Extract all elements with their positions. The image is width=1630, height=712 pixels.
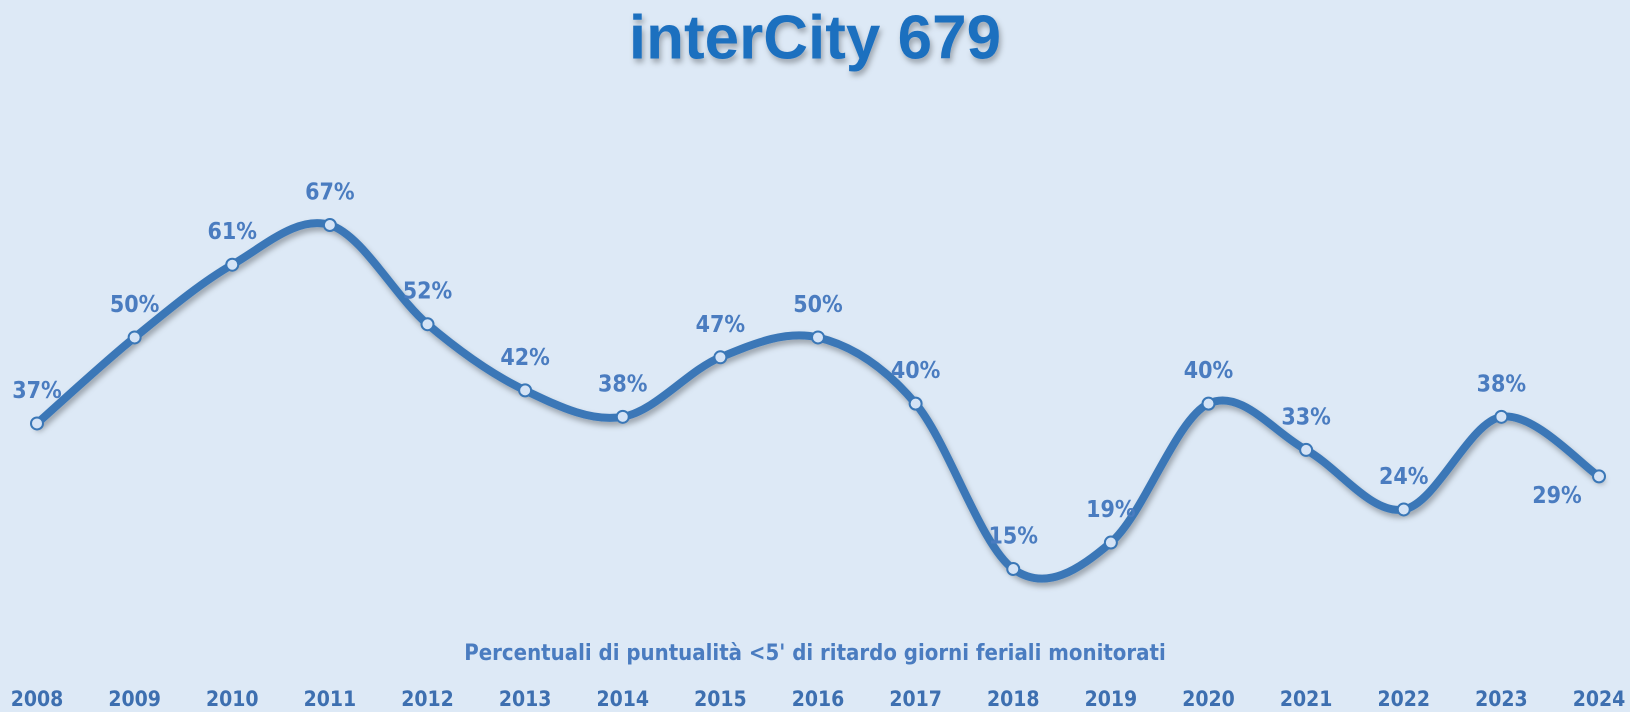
point: [127, 330, 142, 345]
point: [811, 330, 825, 345]
data-label: 40%: [1184, 358, 1234, 384]
data-label: 38%: [598, 371, 648, 397]
x-tick-label: 2008: [11, 687, 64, 711]
point: [518, 383, 533, 398]
x-tick-label: 2009: [108, 687, 161, 711]
point: [1592, 469, 1606, 484]
chart-title: interCity 679: [629, 3, 1001, 72]
x-tick-label: 2015: [694, 687, 747, 711]
point: [1396, 502, 1411, 517]
x-tick-label: 2023: [1475, 687, 1528, 711]
data-label: 15%: [988, 524, 1038, 550]
point: [1006, 562, 1021, 576]
point: [322, 218, 337, 232]
x-tick-label: 2018: [987, 687, 1040, 711]
x-tick-label: 2014: [596, 687, 649, 711]
data-label: 24%: [1379, 464, 1429, 490]
point: [420, 317, 435, 332]
data-label: 29%: [1532, 483, 1582, 509]
x-tick-label: 2010: [206, 687, 259, 711]
x-tick-label: 2019: [1085, 687, 1138, 711]
x-tick-label: 2017: [889, 687, 942, 711]
data-label: 37%: [12, 378, 62, 404]
point: [1201, 396, 1216, 411]
data-label: 50%: [110, 292, 160, 318]
point: [1299, 442, 1314, 457]
x-tick-label: 2011: [304, 687, 357, 711]
point: [908, 396, 923, 411]
data-label: 47%: [696, 312, 746, 338]
chart-subtitle: Percentuali di puntualità <5' di ritardo…: [464, 641, 1166, 666]
data-label: 42%: [500, 345, 550, 371]
data-label: 19%: [1086, 497, 1136, 523]
x-tick-label: 2021: [1280, 687, 1333, 711]
data-label: 52%: [403, 279, 453, 305]
x-tick-label: 2022: [1377, 687, 1430, 711]
point: [615, 409, 630, 424]
data-label: 50%: [793, 292, 843, 318]
line: [33, 219, 1603, 583]
data-label: 67%: [305, 180, 355, 206]
point: [225, 257, 240, 272]
point: [1494, 409, 1509, 424]
x-tick-label: 2012: [401, 687, 454, 711]
data-label: 40%: [891, 358, 941, 384]
point: [713, 350, 728, 365]
data-label: 61%: [207, 219, 257, 245]
x-tick-label: 2020: [1182, 687, 1235, 711]
point: [30, 416, 44, 431]
x-tick-label: 2016: [792, 687, 845, 711]
data-label: 33%: [1281, 404, 1331, 430]
data-label: 38%: [1477, 371, 1527, 397]
point: [1103, 535, 1118, 550]
x-tick-label: 2013: [499, 687, 552, 711]
x-tick-label: 2024: [1573, 687, 1626, 711]
